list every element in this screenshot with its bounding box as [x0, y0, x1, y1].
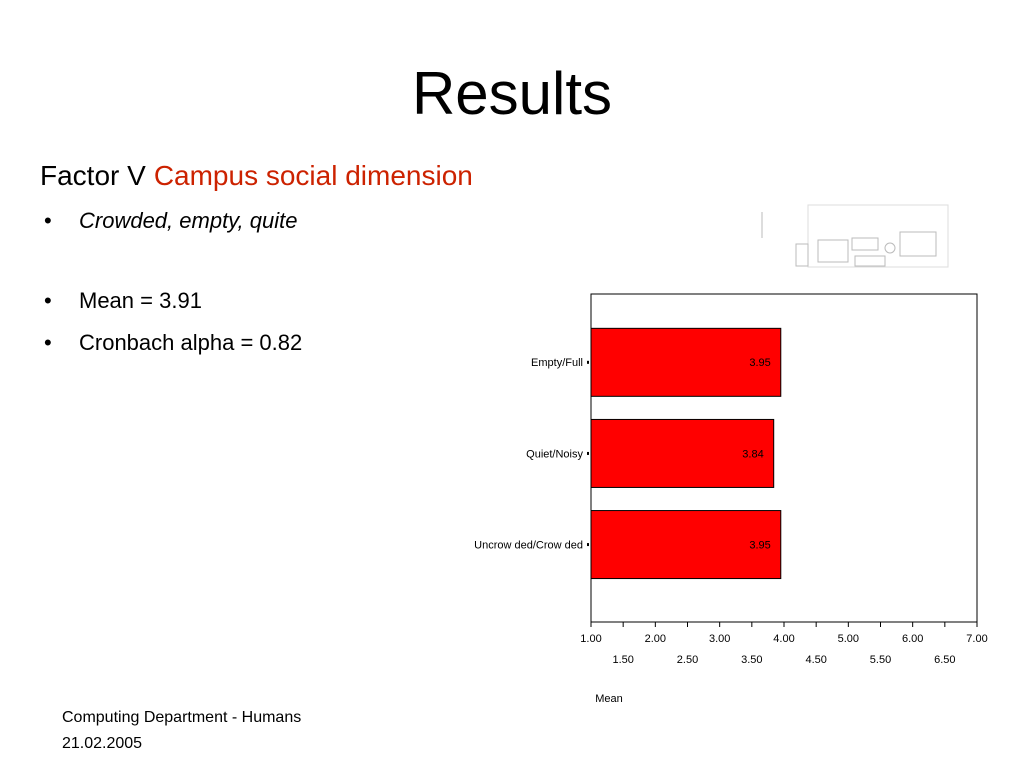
x-tick-label: 3.50: [741, 654, 762, 666]
bullet: Cronbach alpha = 0.82: [79, 330, 302, 355]
bar: [590, 418, 775, 488]
bullet: Crowded, empty, quite: [79, 208, 297, 233]
bullet: Mean = 3.91: [79, 288, 202, 313]
footer: Computing Department - Humans: [62, 709, 301, 726]
slide-title: Results: [412, 60, 612, 127]
value-label: 3.95: [749, 539, 770, 551]
x-tick-label: 1.50: [612, 654, 633, 666]
bullet-dot: •: [44, 288, 52, 313]
y-tick-label: Empty/Full: [531, 357, 583, 369]
x-axis-label: Mean: [595, 693, 623, 705]
value-label: 3.95: [749, 357, 770, 369]
bar: [590, 327, 782, 397]
category-tick: [587, 543, 589, 547]
x-tick-label: 6.00: [902, 633, 923, 645]
x-tick-label: 7.00: [966, 633, 987, 645]
category-tick: [587, 360, 589, 364]
value-label: 3.84: [742, 448, 763, 460]
x-tick-label: 2.00: [645, 633, 666, 645]
x-tick-label: 2.50: [677, 654, 698, 666]
footer: 21.02.2005: [62, 735, 142, 752]
category-tick: [587, 451, 589, 455]
chart: 1.00 1.50 2.00 2.50 3.00 3.50 4.00 4.50 5.00 5.50…: [474, 293, 988, 705]
bullet-dot: •: [44, 208, 52, 233]
heading-highlight: Campus social dimension: [154, 160, 473, 191]
map-thumbnail: [761, 204, 949, 268]
y-tick-label: Quiet/Noisy: [526, 448, 583, 460]
x-tick-label: 4.50: [805, 654, 826, 666]
x-tick-label: 4.00: [773, 633, 794, 645]
y-tick-label: Uncrow ded/Crow ded: [474, 539, 583, 551]
heading: Factor V Campus social dimension: [40, 160, 473, 191]
x-tick-label: 3.00: [709, 633, 730, 645]
x-tick-label: 6.50: [934, 654, 955, 666]
bullet-dot: •: [44, 330, 52, 355]
bar: [590, 510, 782, 580]
heading-lead: Factor V: [40, 160, 146, 191]
x-tick-label: 1.00: [580, 633, 601, 645]
x-tick-label: 5.50: [870, 654, 891, 666]
x-tick-label: 5.00: [838, 633, 859, 645]
